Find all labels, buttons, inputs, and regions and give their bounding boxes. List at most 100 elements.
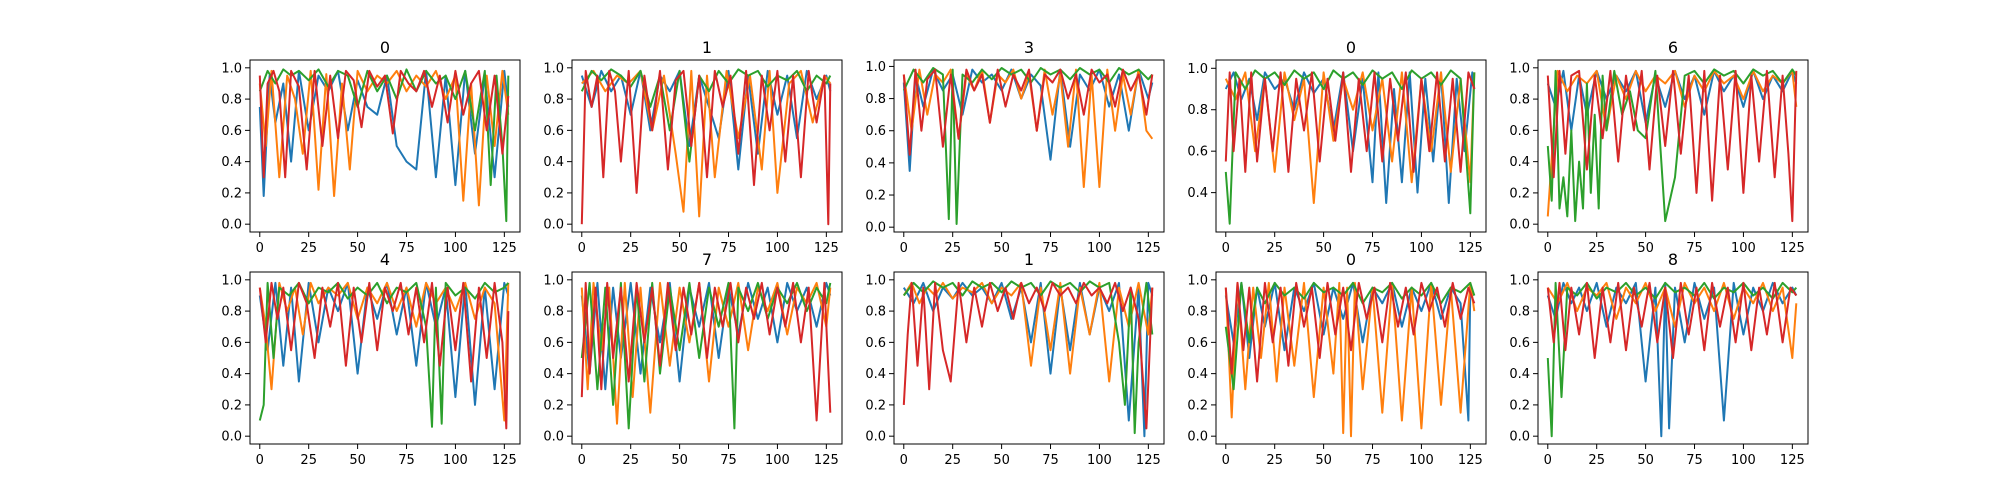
y-tick-label: 0.8 [221, 305, 242, 320]
y-tick-label: 0.6 [221, 336, 242, 351]
y-tick-label: 0.6 [1187, 336, 1208, 351]
series-group [1546, 281, 1798, 438]
x-tick-label: 25 [1266, 453, 1283, 468]
y-tick-label: 0.6 [1187, 145, 1208, 160]
x-tick-label: 125 [1136, 453, 1161, 468]
y-tick-label: 0.8 [865, 305, 886, 320]
y-tick-label: 0.0 [1187, 430, 1208, 445]
series-line-1 [902, 281, 1154, 383]
x-tick-label: 75 [1686, 241, 1703, 256]
series-line-2 [258, 281, 510, 428]
y-tick-label: 0.8 [543, 305, 564, 320]
x-tick-label: 50 [349, 241, 366, 256]
y-tick-label: 1.0 [1187, 273, 1208, 288]
x-tick-label: 25 [300, 241, 317, 256]
y-tick-label: 1.0 [221, 273, 242, 288]
x-tick-label: 0 [1544, 453, 1552, 468]
x-tick-label: 0 [256, 241, 264, 256]
y-tick-label: 0.2 [865, 189, 886, 204]
x-tick-label: 75 [398, 241, 415, 256]
series-line-2 [258, 68, 510, 223]
axes-frame [571, 59, 843, 233]
y-tick-label: 0.8 [543, 93, 564, 108]
series-line-3 [1546, 281, 1798, 359]
y-tick-label: 0.4 [543, 367, 564, 382]
x-tick-label: 100 [1087, 241, 1112, 256]
y-tick-label: 0.6 [865, 124, 886, 139]
series-group [580, 281, 832, 430]
series-group [258, 68, 510, 223]
x-tick-label: 25 [1266, 241, 1283, 256]
y-tick-label: 0.0 [865, 430, 886, 445]
series-group [1546, 68, 1798, 223]
y-tick-label: 0.0 [1509, 430, 1530, 445]
x-tick-label: 100 [443, 241, 468, 256]
y-tick-label: 0.8 [1509, 93, 1530, 108]
axes-frame [893, 271, 1165, 445]
y-tick-label: 0.0 [221, 218, 242, 233]
series-group [902, 67, 1154, 225]
y-tick-label: 0.2 [1187, 398, 1208, 413]
y-tick-label: 1.0 [1187, 62, 1208, 77]
x-tick-label: 75 [1364, 453, 1381, 468]
y-tick-label: 0.4 [221, 367, 242, 382]
subplot-9: 0 25 50 75 100 125 0.0 0.2 0.4 0.6 0.8 1.0 8 [1509, 250, 1809, 468]
y-tick-label: 0.2 [865, 398, 886, 413]
x-tick-label: 50 [993, 241, 1010, 256]
subplot-1: 0 25 50 75 100 125 0.0 0.2 0.4 0.6 0.8 1.0 1 [543, 38, 843, 256]
y-tick-label: 0.6 [1509, 124, 1530, 139]
axes-frame [893, 59, 1165, 233]
x-tick-label: 75 [398, 453, 415, 468]
x-tick-label: 50 [671, 241, 688, 256]
axes-frame [571, 271, 843, 445]
subplot-7: 0 25 50 75 100 125 0.0 0.2 0.4 0.6 0.8 1.0 1 [865, 250, 1165, 468]
y-tick-label: 0.2 [221, 398, 242, 413]
subplot-title: 1 [702, 38, 712, 57]
x-tick-label: 25 [1588, 453, 1605, 468]
x-tick-label: 100 [443, 453, 468, 468]
x-tick-label: 25 [300, 453, 317, 468]
x-tick-label: 50 [671, 453, 688, 468]
y-tick-label: 0.8 [1509, 305, 1530, 320]
x-tick-label: 0 [1222, 241, 1230, 256]
x-tick-label: 50 [349, 453, 366, 468]
series-group [1224, 281, 1476, 438]
series-line-3 [1224, 281, 1476, 383]
y-tick-label: 0.0 [221, 430, 242, 445]
series-line-1 [258, 281, 510, 422]
x-tick-label: 0 [900, 241, 908, 256]
y-tick-label: 0.6 [543, 124, 564, 139]
y-tick-label: 0.2 [543, 398, 564, 413]
series-group [580, 68, 832, 226]
series-line-3 [1224, 71, 1476, 173]
y-tick-label: 1.0 [543, 273, 564, 288]
x-tick-label: 50 [1637, 241, 1654, 256]
subplot-title: 4 [380, 250, 390, 269]
axes-frame [1215, 271, 1487, 445]
x-tick-label: 100 [1409, 241, 1434, 256]
x-tick-label: 25 [944, 453, 961, 468]
subplot-6: 0 25 50 75 100 125 0.0 0.2 0.4 0.6 0.8 1.0 7 [543, 250, 843, 468]
series-line-2 [1546, 68, 1798, 223]
series-line-3 [580, 281, 832, 422]
x-tick-label: 25 [1588, 241, 1605, 256]
y-tick-label: 0.0 [1509, 218, 1530, 233]
x-tick-label: 125 [1458, 241, 1483, 256]
x-tick-label: 100 [765, 453, 790, 468]
series-line-0 [902, 281, 1154, 438]
series-group [1224, 69, 1476, 225]
series-line-2 [580, 68, 832, 163]
y-tick-label: 0.2 [221, 186, 242, 201]
series-line-1 [1546, 69, 1798, 217]
x-tick-label: 0 [1544, 241, 1552, 256]
x-tick-label: 25 [944, 241, 961, 256]
y-tick-label: 0.6 [221, 124, 242, 139]
subplot-5: 0 25 50 75 100 125 0.0 0.2 0.4 0.6 0.8 1.0 4 [221, 250, 521, 468]
x-tick-label: 100 [1731, 241, 1756, 256]
x-tick-label: 75 [1042, 241, 1059, 256]
y-tick-label: 0.4 [865, 156, 886, 171]
x-tick-label: 125 [492, 453, 517, 468]
series-line-3 [902, 281, 1154, 430]
series-line-2 [1546, 281, 1798, 438]
x-tick-label: 50 [993, 453, 1010, 468]
